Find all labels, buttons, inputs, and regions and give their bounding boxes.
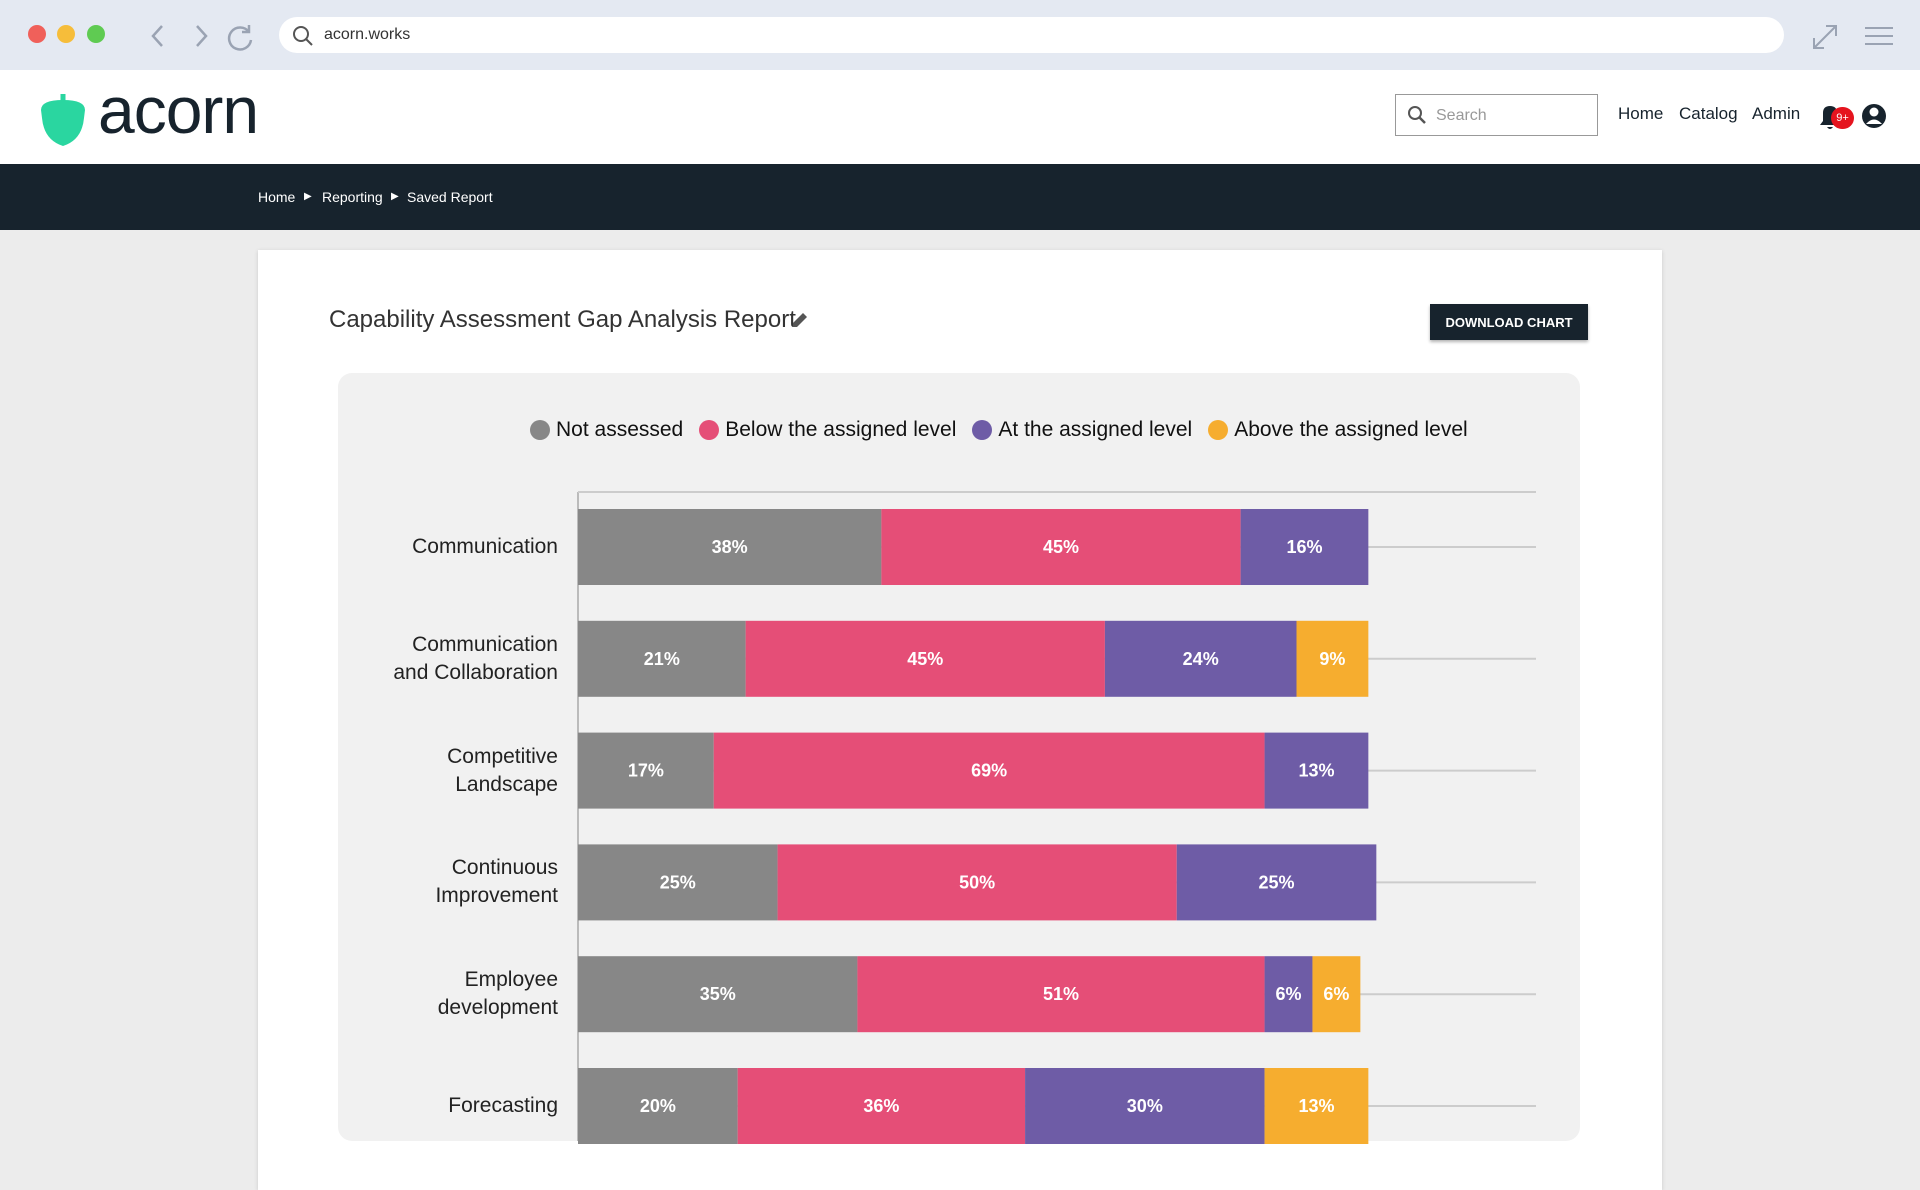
data-label: 17% [628,761,664,781]
data-label: 45% [1043,537,1079,557]
data-label: 16% [1286,537,1322,557]
legend: Not assessed Below the assigned level At t… [530,418,1468,442]
window-icons[interactable] [1810,20,1910,52]
category-label: Employee development [437,968,558,1020]
bar-segment [745,620,1105,697]
legend-swatch [972,420,993,440]
category-label: Forecasting [448,1094,558,1117]
logo-icon [41,94,85,146]
url-text: acorn.works [324,26,411,43]
legend-label: Below the assigned level [725,418,957,441]
legend-label: At the assigned level [998,418,1193,441]
url-bar[interactable]: acorn.works [279,17,1784,53]
data-label: 51% [1043,984,1079,1004]
bar-segment [737,1068,1026,1144]
report-title: Capability Assessment Gap Analysis Repor… [329,306,796,333]
nav-link[interactable]: Home [1618,104,1664,123]
bar-segment [1264,956,1313,1033]
minimize-button[interactable] [57,25,75,43]
legend-label: Above the assigned level [1234,418,1468,441]
bar-segment [578,956,858,1033]
category-label: Competitive Landscape [447,744,558,796]
data-label: 6% [1276,984,1302,1004]
breadcrumb[interactable]: Reporting [322,189,383,205]
data-label: 24% [1183,649,1219,669]
breadcrumb-separator: ▶ [304,191,312,202]
notification-badge: 9+ [1831,107,1854,129]
data-label: 30% [1127,1096,1163,1116]
data-label: 20% [640,1096,676,1116]
data-label: 13% [1298,761,1334,781]
bar-segment [777,844,1177,921]
breadcrumb-bar [0,164,1920,230]
data-label: 35% [700,984,736,1004]
search-placeholder: Search [1436,107,1487,124]
data-label: 25% [1259,872,1295,892]
legend-label: Not assessed [556,418,684,441]
bar-segment [857,956,1265,1033]
category-label: Communication [412,535,558,558]
bar-segment [578,1068,738,1144]
data-label: 50% [959,872,995,892]
breadcrumb: Saved Report [407,189,493,205]
legend-item: Above the assigned level [1208,418,1468,442]
data-label: 25% [660,872,696,892]
data-label: 38% [712,537,748,557]
bar-segment [713,732,1265,809]
close-button[interactable] [28,25,46,43]
edit-icon[interactable] [791,311,809,329]
bar-segment [881,509,1241,585]
nav-link[interactable]: Admin [1752,104,1801,123]
breadcrumb[interactable]: Home [258,189,296,205]
bar-segment [1025,1068,1265,1144]
data-label: 6% [1323,984,1349,1004]
legend-swatch [530,420,550,440]
legend-item: Not assessed [530,418,683,442]
category-label: Continuous Improvement [435,856,558,908]
bar-segment [1312,956,1361,1033]
data-label: 36% [863,1096,899,1116]
download-button[interactable]: DOWNLOAD CHART [1430,304,1588,340]
bar-segment [578,620,746,697]
bar-segment [1264,1068,1369,1144]
breadcrumb-separator: ▶ [391,191,399,202]
bar-segment [1176,844,1377,921]
data-label: 13% [1298,1096,1334,1116]
data-label: 9% [1319,649,1345,669]
data-label: 45% [907,649,943,669]
search-box[interactable]: Search [1395,94,1598,136]
nav-link[interactable]: Catalog [1679,104,1738,123]
bar-segment [578,509,882,585]
bar-segment [1264,732,1369,809]
site-header [0,70,1920,164]
bar-segment [1104,620,1297,697]
legend-swatch [1208,420,1229,440]
bar-segment [1240,509,1369,585]
bar-segment [578,844,778,921]
bar-segment [1296,620,1369,697]
logo[interactable]: acorn [98,73,259,147]
nav-buttons[interactable] [145,20,255,52]
legend-item: At the assigned level [972,418,1192,442]
maximize-button[interactable] [87,25,105,43]
data-label: 21% [644,649,680,669]
legend-swatch [699,420,720,440]
category-label: Communication and Collaboration [393,632,558,684]
bar-segment [578,732,714,809]
data-label: 69% [971,761,1007,781]
legend-item: Below the assigned level [699,418,956,442]
